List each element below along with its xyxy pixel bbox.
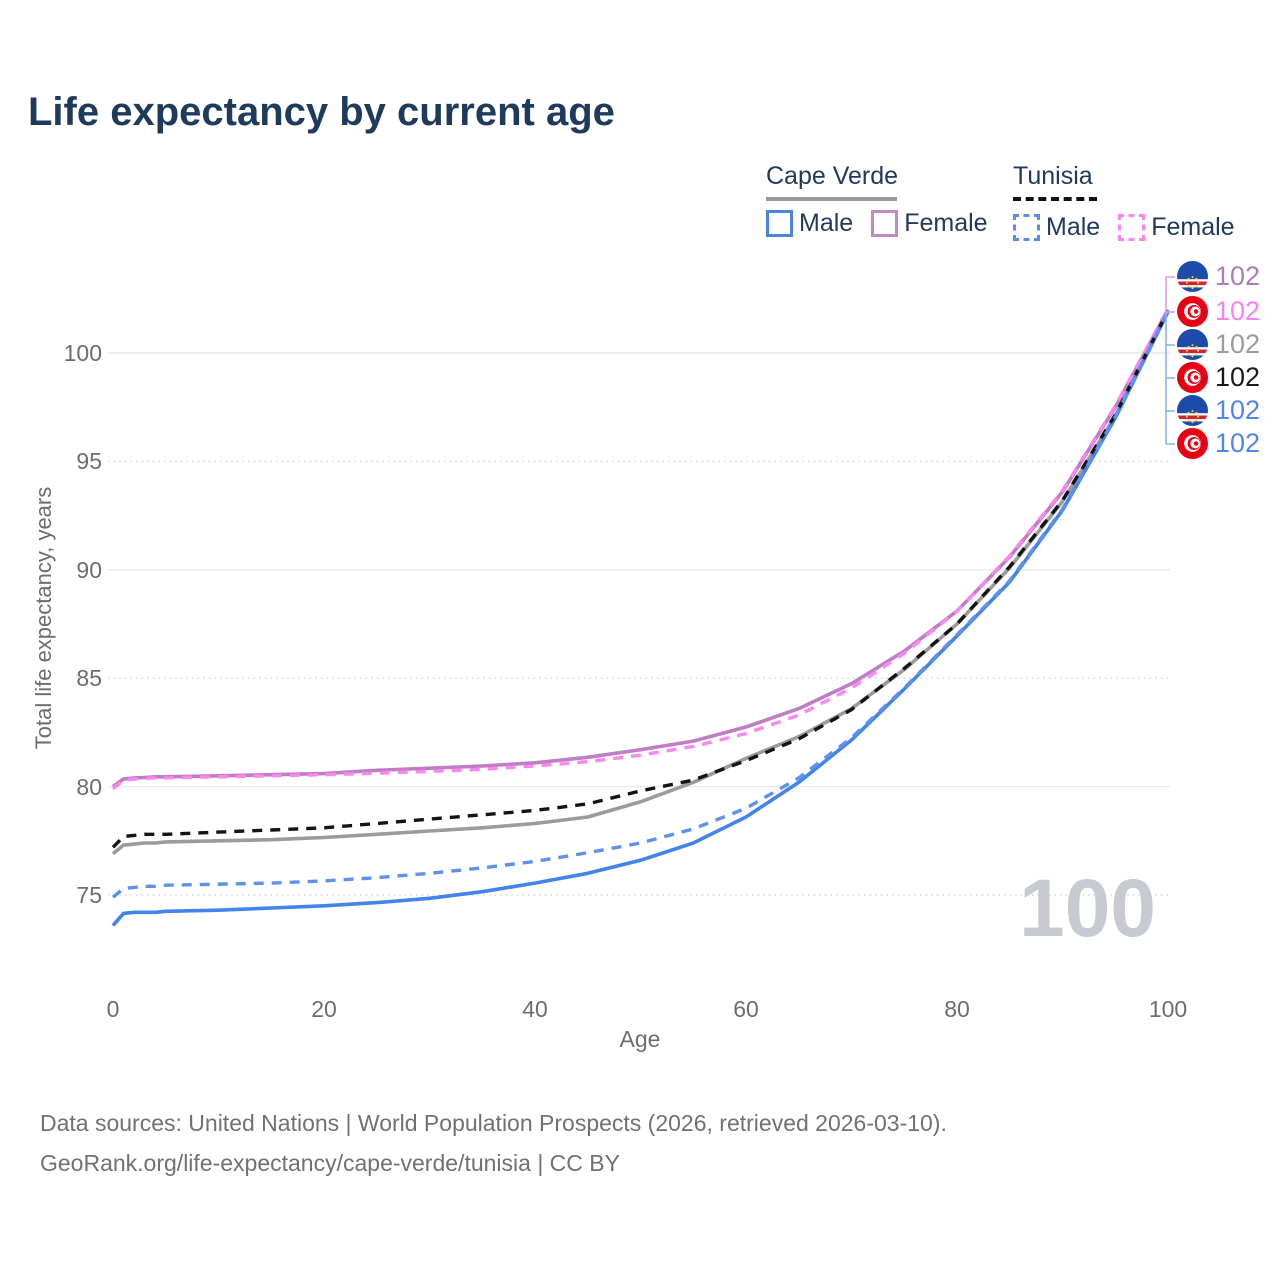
y-tick-label-95: 95	[76, 448, 102, 475]
tunisia-flag-icon	[1177, 428, 1208, 459]
cape-verde-flag-icon	[1177, 261, 1208, 292]
cape-verde-flag-icon	[1177, 329, 1208, 360]
series-line-cape-verde-both-sexes[interactable]	[111, 310, 1170, 856]
x-axis-title: Age	[619, 1026, 661, 1052]
legend-swatch-dashed-female	[1118, 214, 1146, 241]
y-axis-title: Total life expectancy, years	[31, 486, 56, 750]
legend-item-tunisia-female[interactable]: Female	[1118, 213, 1235, 242]
end-label-value: 102	[1215, 362, 1261, 392]
end-label-row-tunisia-female: 102	[1177, 296, 1260, 327]
end-label-row-tunisia-male: 102	[1177, 428, 1260, 459]
legend-group-cape-verde: Cape Verde Male Female	[766, 162, 998, 238]
series-line-cape-verde-male[interactable]	[111, 310, 1170, 927]
legend-item-label: Female	[1151, 213, 1235, 241]
x-tick-label-60: 60	[733, 996, 759, 1022]
cape-verde-flag-icon	[1177, 395, 1208, 426]
end-label-row-cape-verde-male: 102	[1177, 395, 1260, 426]
end-label-value: 102	[1215, 329, 1261, 359]
legend-underline-solid	[766, 197, 897, 201]
end-label-value: 102	[1215, 261, 1261, 291]
series-line-tunisia-female[interactable]	[111, 307, 1170, 791]
page-title: Life expectancy by current age	[28, 90, 615, 134]
end-label-value: 102	[1215, 428, 1261, 458]
series-line-tunisia-male[interactable]	[111, 309, 1170, 899]
legend-item-label: Male	[799, 209, 854, 237]
legend-swatch-dashed-male	[1013, 214, 1040, 241]
footer-data-sources: Data sources: United Nations | World Pop…	[40, 1110, 947, 1136]
footer-attribution-url: GeoRank.org/life-expectancy/cape-verde/t…	[40, 1150, 620, 1176]
tunisia-flag-icon	[1177, 362, 1208, 393]
legend-item-cape-verde-male[interactable]: Male	[766, 209, 853, 238]
y-tick-label-80: 80	[76, 773, 102, 800]
x-tick-label-100: 100	[1148, 996, 1188, 1022]
x-tick-label-40: 40	[522, 996, 548, 1022]
end-label-row-cape-verde-female: 102	[1177, 261, 1260, 292]
end-label-value: 102	[1215, 395, 1261, 425]
legend-swatch-solid-male	[766, 210, 793, 237]
legend-item-cape-verde-female[interactable]: Female	[871, 209, 988, 238]
y-tick-label-75: 75	[76, 882, 102, 908]
x-tick-label-0: 0	[106, 996, 120, 1022]
legend-underline-dashed	[1013, 197, 1097, 201]
x-tick-label-80: 80	[944, 996, 970, 1022]
hovered-age-watermark: 100	[1019, 863, 1156, 954]
y-tick-label-90: 90	[76, 556, 102, 583]
legend-item-label: Female	[904, 209, 988, 237]
end-label-value: 102	[1215, 296, 1261, 326]
legend-header-cape-verde[interactable]: Cape Verde	[766, 162, 899, 190]
tunisia-flag-icon	[1177, 296, 1208, 327]
y-tick-label-85: 85	[76, 665, 102, 692]
end-label-row-tunisia-both-sexes: 102	[1177, 362, 1260, 393]
legend-group-tunisia: Tunisia Male Female	[1013, 162, 1245, 242]
y-tick-label-100: 100	[63, 340, 102, 366]
legend-item-label: Male	[1046, 213, 1101, 241]
legend-item-tunisia-male[interactable]: Male	[1013, 213, 1100, 242]
x-tick-label-20: 20	[311, 996, 337, 1022]
legend-swatch-solid-female	[871, 210, 899, 237]
series-line-cape-verde-female[interactable]	[111, 308, 1170, 789]
legend-header-tunisia[interactable]: Tunisia	[1013, 162, 1093, 190]
end-label-row-cape-verde-both-sexes: 102	[1177, 329, 1260, 360]
